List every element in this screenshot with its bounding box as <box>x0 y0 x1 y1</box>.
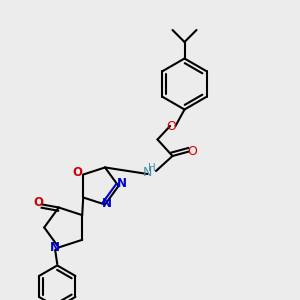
Text: H: H <box>148 163 156 173</box>
Text: O: O <box>33 196 43 209</box>
Text: N: N <box>101 196 112 209</box>
Text: O: O <box>188 145 197 158</box>
Text: O: O <box>166 119 176 133</box>
Text: N: N <box>143 166 152 179</box>
Text: N: N <box>50 241 60 254</box>
Text: N: N <box>116 177 127 190</box>
Text: O: O <box>73 166 83 178</box>
